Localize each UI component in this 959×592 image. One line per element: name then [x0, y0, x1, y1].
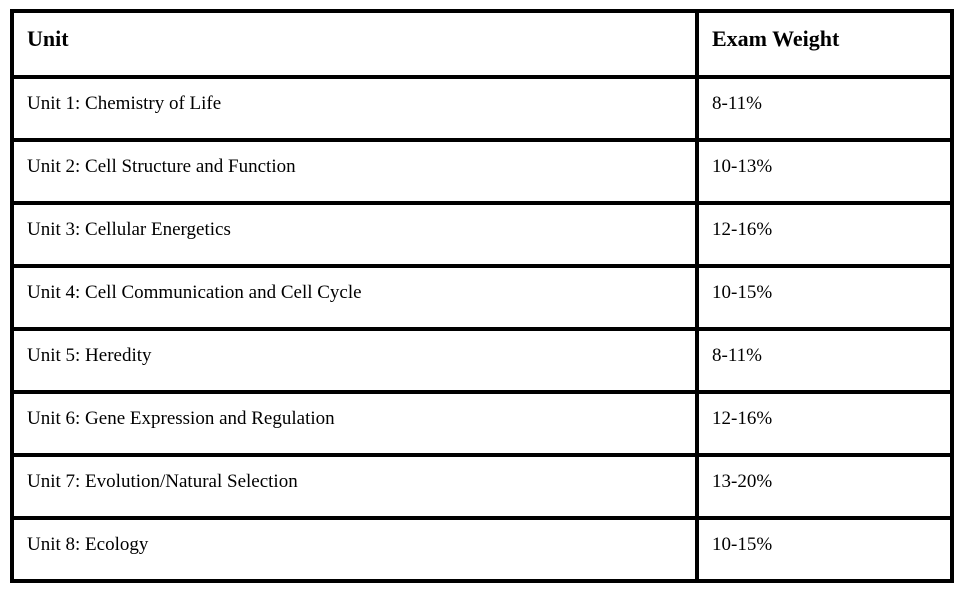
table-row: Unit 6: Gene Expression and Regulation 1…	[10, 390, 954, 457]
table-header: Unit Exam Weight	[10, 9, 954, 79]
unit-cell: Unit 1: Chemistry of Life	[10, 75, 699, 142]
unit-cell: Unit 7: Evolution/Natural Selection	[10, 453, 699, 520]
unit-cell: Unit 2: Cell Structure and Function	[10, 138, 699, 205]
weight-cell: 12-16%	[695, 390, 954, 457]
table-row: Unit 5: Heredity 8-11%	[10, 327, 954, 394]
column-header-unit: Unit	[10, 9, 699, 79]
table-row: Unit 2: Cell Structure and Function 10-1…	[10, 138, 954, 205]
units-table-container: Unit Exam Weight Unit 1: Chemistry of Li…	[10, 9, 954, 583]
weight-cell: 10-15%	[695, 264, 954, 331]
table-row: Unit 4: Cell Communication and Cell Cycl…	[10, 264, 954, 331]
table-body: Unit 1: Chemistry of Life 8-11% Unit 2: …	[10, 75, 954, 583]
unit-cell: Unit 8: Ecology	[10, 516, 699, 583]
unit-cell: Unit 5: Heredity	[10, 327, 699, 394]
table-row: Unit 8: Ecology 10-15%	[10, 516, 954, 583]
weight-cell: 13-20%	[695, 453, 954, 520]
header-row: Unit Exam Weight	[10, 9, 954, 79]
column-header-exam-weight: Exam Weight	[695, 9, 954, 79]
unit-cell: Unit 3: Cellular Energetics	[10, 201, 699, 268]
weight-cell: 8-11%	[695, 75, 954, 142]
weight-cell: 10-13%	[695, 138, 954, 205]
table-row: Unit 7: Evolution/Natural Selection 13-2…	[10, 453, 954, 520]
weight-cell: 10-15%	[695, 516, 954, 583]
weight-cell: 12-16%	[695, 201, 954, 268]
units-exam-weight-table: Unit Exam Weight Unit 1: Chemistry of Li…	[10, 9, 954, 583]
unit-cell: Unit 4: Cell Communication and Cell Cycl…	[10, 264, 699, 331]
weight-cell: 8-11%	[695, 327, 954, 394]
table-row: Unit 3: Cellular Energetics 12-16%	[10, 201, 954, 268]
unit-cell: Unit 6: Gene Expression and Regulation	[10, 390, 699, 457]
table-row: Unit 1: Chemistry of Life 8-11%	[10, 75, 954, 142]
